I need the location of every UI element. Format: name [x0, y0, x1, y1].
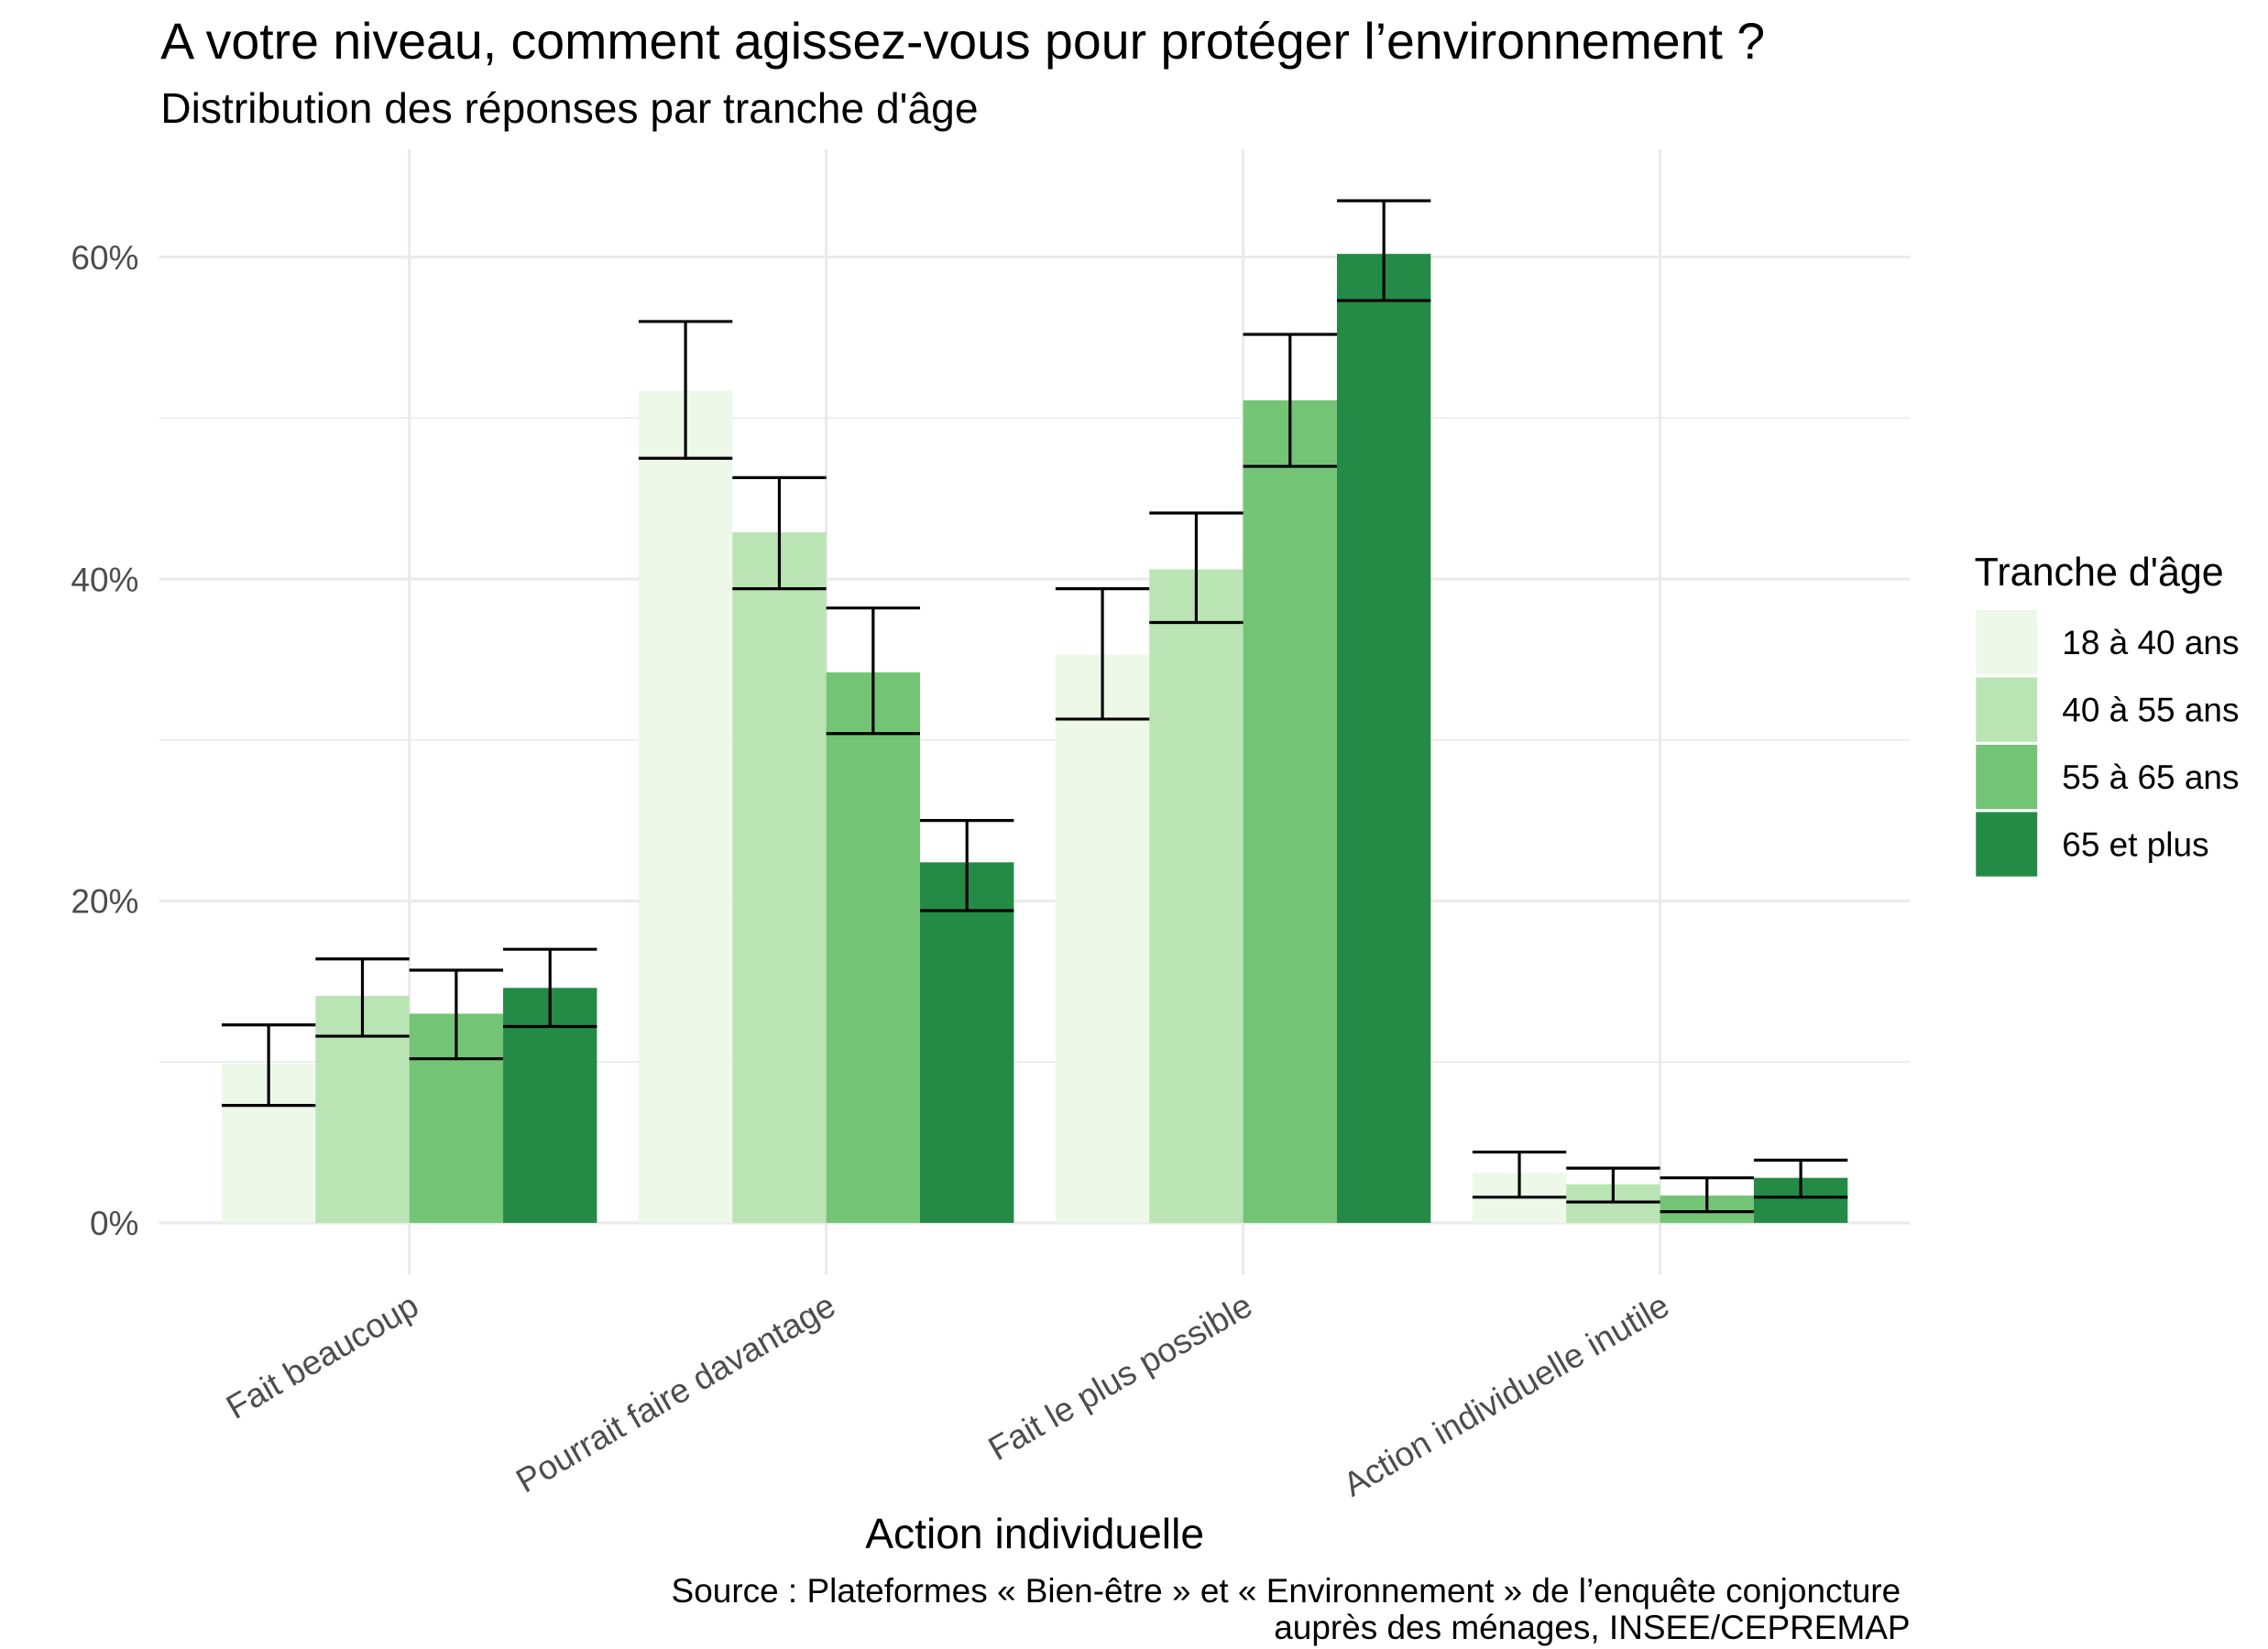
error-bar-action-individuelle-inutile-40-a-55-ans: [1566, 1166, 1660, 1204]
bar-fait-le-plus-possible-18-a-40-ans: [1055, 654, 1150, 1223]
legend-item-55-a-65-ans: 55 à 65 ans: [1976, 744, 2239, 810]
legend-label-55-a-65-ans: 55 à 65 ans: [2062, 758, 2239, 796]
caption-line-2: auprès des ménages, INSEE/CEPREMAP: [1274, 1608, 1910, 1646]
caption: Source : Plateformes « Bien-être » et « …: [672, 1571, 1911, 1646]
legend-item-40-a-55-ans: 40 à 55 ans: [1976, 677, 2239, 742]
error-bar-fait-le-plus-possible-18-a-40-ans: [1055, 587, 1150, 721]
legend: Tranche d'âge 18 à 40 ans 40 à 55 ans 55 à…: [1975, 551, 2239, 877]
chart-title: A votre niveau, comment agissez-vous pou…: [160, 13, 1765, 70]
error-bars: [221, 199, 1848, 1214]
x-tick-label-action-individuelle-inutile: Action individuelle inutile: [1337, 1285, 1676, 1503]
bar-fait-le-plus-possible-65-et-plus: [1336, 254, 1431, 1223]
x-tick-label-pourrait-faire-davantage: Pourrait faire davantage: [509, 1285, 842, 1500]
legend-label-18-a-40-ans: 18 à 40 ans: [2062, 623, 2239, 661]
legend-label-65-et-plus: 65 et plus: [2062, 824, 2208, 863]
legend-swatch-40-a-55-ans: [1976, 677, 2038, 742]
error-bar-fait-beaucoup-65-et-plus: [503, 947, 597, 1029]
x-tick-label-fait-beaucoup: Fait beaucoup: [220, 1285, 425, 1426]
bar-fait-le-plus-possible-40-a-55-ans: [1149, 569, 1244, 1223]
chart-subtitle: Distribution des réponses par tranche d'…: [160, 84, 978, 132]
error-bar-pourrait-faire-davantage-40-a-55-ans: [732, 475, 827, 591]
error-bar-fait-le-plus-possible-55-a-65-ans: [1243, 333, 1337, 468]
legend-swatch-18-a-40-ans: [1976, 610, 2038, 675]
legend-swatch-55-a-65-ans: [1976, 744, 2038, 810]
legend-title: Tranche d'âge: [1975, 551, 2224, 595]
error-bar-fait-beaucoup-18-a-40-ans: [221, 1023, 316, 1108]
legend-item-18-a-40-ans: 18 à 40 ans: [1976, 610, 2239, 675]
error-bar-pourrait-faire-davantage-55-a-65-ans: [826, 606, 921, 736]
y-axis: 0% 20% 40% 60%: [71, 238, 138, 1242]
x-axis-title: Action individuelle: [865, 1510, 1204, 1557]
y-tick-label-60: 60%: [71, 238, 138, 277]
error-bar-fait-beaucoup-40-a-55-ans: [315, 957, 410, 1038]
bar-fait-le-plus-possible-55-a-65-ans: [1243, 400, 1337, 1223]
y-tick-label-40: 40%: [71, 560, 138, 598]
x-axis: Fait beaucoup Pourrait faire davantage Fai…: [220, 1285, 1676, 1503]
error-bar-action-individuelle-inutile-65-et-plus: [1753, 1158, 1848, 1199]
y-tick-label-20: 20%: [71, 882, 138, 921]
legend-items: 18 à 40 ans 40 à 55 ans 55 à 65 ans 65 et p…: [1976, 610, 2239, 877]
error-bar-action-individuelle-inutile-18-a-40-ans: [1472, 1150, 1567, 1199]
bar-pourrait-faire-davantage-55-a-65-ans: [826, 672, 921, 1223]
bar-pourrait-faire-davantage-18-a-40-ans: [638, 390, 733, 1223]
x-tick-label-fait-le-plus-possible: Fait le plus possible: [981, 1285, 1258, 1468]
error-bar-fait-beaucoup-55-a-65-ans: [409, 968, 504, 1061]
bars: [221, 254, 1848, 1223]
legend-label-40-a-55-ans: 40 à 55 ans: [2062, 690, 2239, 728]
caption-line-1: Source : Plateformes « Bien-être » et « …: [672, 1571, 1901, 1610]
y-tick-label-0: 0%: [90, 1204, 138, 1242]
bar-pourrait-faire-davantage-40-a-55-ans: [732, 532, 827, 1223]
legend-item-65-et-plus: 65 et plus: [1976, 812, 2209, 877]
error-bar-pourrait-faire-davantage-18-a-40-ans: [638, 320, 733, 460]
error-bar-pourrait-faire-davantage-65-et-plus: [920, 819, 1014, 912]
legend-swatch-65-et-plus: [1976, 812, 2038, 877]
error-bar-fait-le-plus-possible-65-et-plus: [1336, 199, 1431, 302]
bar-pourrait-faire-davantage-65-et-plus: [920, 862, 1014, 1223]
error-bar-action-individuelle-inutile-55-a-65-ans: [1660, 1176, 1754, 1214]
error-bar-fait-le-plus-possible-40-a-55-ans: [1149, 511, 1244, 625]
